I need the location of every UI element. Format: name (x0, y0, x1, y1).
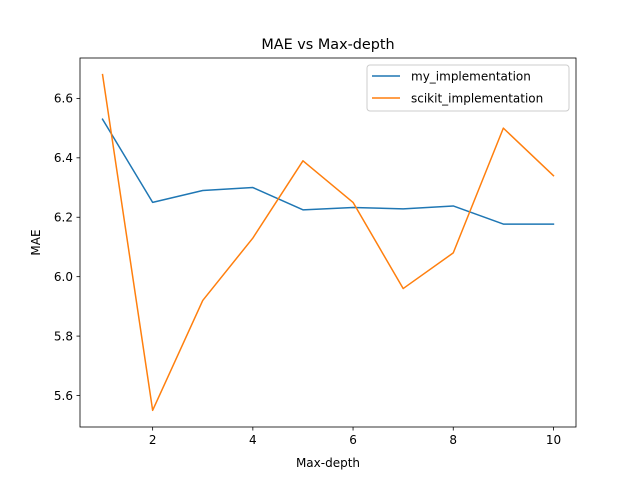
y-tick-label: 5.8 (54, 329, 73, 343)
x-tick-label: 6 (349, 433, 357, 447)
y-tick-label: 6.0 (54, 270, 73, 284)
chart-title: MAE vs Max-depth (261, 37, 394, 53)
x-tick-label: 4 (249, 433, 257, 447)
y-axis-ticks: 5.6 5.8 6.0 6.2 6.4 6.6 (54, 92, 80, 403)
y-tick-label: 6.2 (54, 211, 73, 225)
y-tick-label: 5.6 (54, 389, 73, 403)
legend-label-scikit-implementation: scikit_implementation (411, 92, 543, 106)
x-axis-ticks: 2 4 6 8 10 (149, 427, 561, 447)
x-tick-label: 2 (149, 433, 157, 447)
y-tick-label: 6.6 (54, 92, 73, 106)
series-line-scikit-implementation (101, 73, 555, 412)
y-tick-label: 6.4 (54, 151, 73, 165)
x-tick-label: 10 (546, 433, 561, 447)
legend-label-my-implementation: my_implementation (411, 70, 531, 84)
x-axis-label: Max-depth (296, 456, 360, 470)
legend-box (366, 64, 570, 112)
legend: my_implementation scikit_implementation (366, 64, 570, 112)
series-line-my-implementation (101, 118, 555, 225)
series-layer (101, 73, 555, 412)
x-tick-label: 8 (449, 433, 457, 447)
plot-area-frame (79, 57, 577, 428)
y-axis-label: MAE (29, 229, 43, 255)
